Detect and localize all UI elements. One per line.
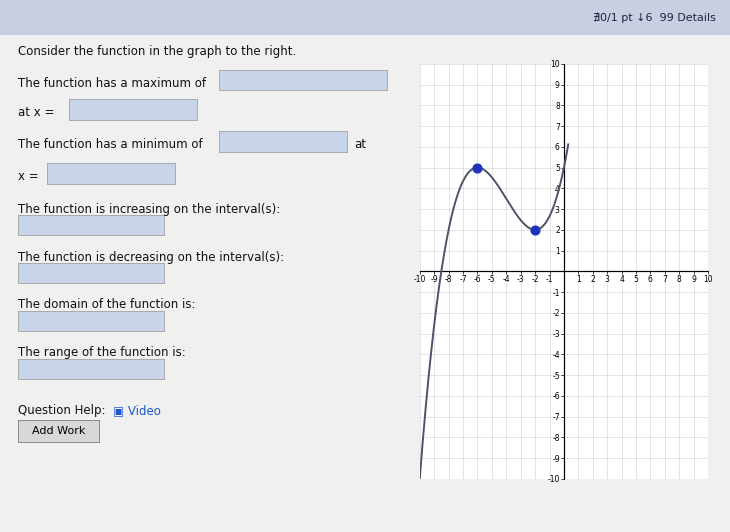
Text: The range of the function is:: The range of the function is: (18, 346, 186, 359)
Text: at: at (354, 138, 366, 151)
Text: Consider the function in the graph to the right.: Consider the function in the graph to th… (18, 45, 296, 58)
Text: The function is decreasing on the interval(s):: The function is decreasing on the interv… (18, 251, 285, 264)
Point (529, 226, 541, 234)
Text: Add Work: Add Work (31, 426, 85, 436)
Text: at x =: at x = (18, 106, 55, 119)
Text: ▣ Video: ▣ Video (113, 404, 161, 417)
Text: The function has a maximum of: The function has a maximum of (18, 77, 207, 90)
Text: x =: x = (18, 170, 39, 183)
Point (472, 163, 483, 172)
Text: The function is increasing on the interval(s):: The function is increasing on the interv… (18, 203, 280, 216)
Text: ∄0/1 pt ↓6  99 Details: ∄0/1 pt ↓6 99 Details (593, 12, 715, 22)
Text: The domain of the function is:: The domain of the function is: (18, 298, 196, 311)
Text: Question Help:: Question Help: (18, 404, 106, 417)
Text: The function has a minimum of: The function has a minimum of (18, 138, 203, 151)
